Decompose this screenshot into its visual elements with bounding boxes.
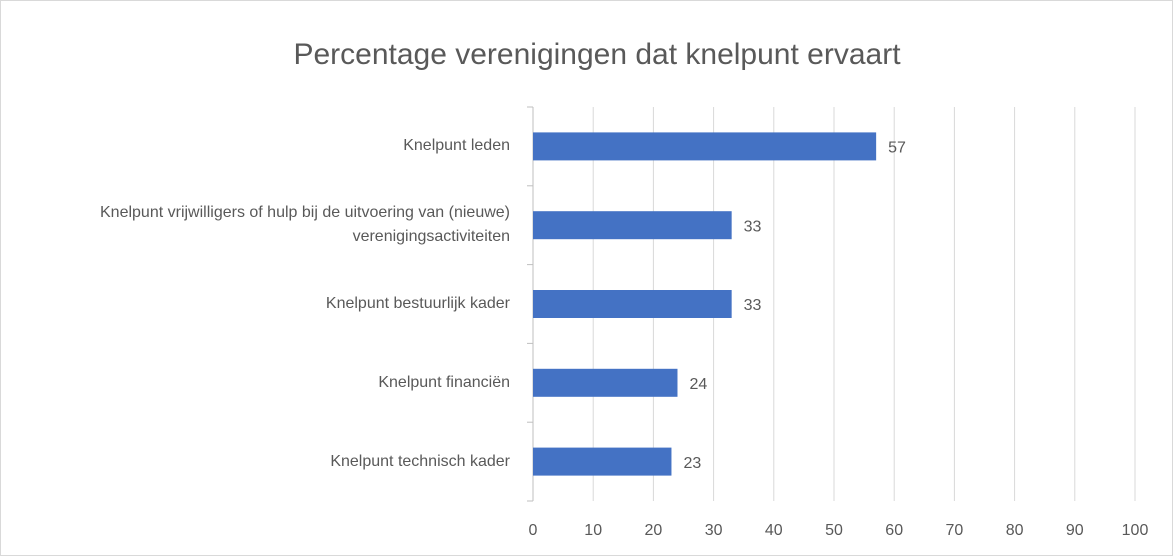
x-tick-label: 70 (946, 522, 964, 539)
data-label: 33 (744, 297, 762, 314)
y-tick-label: Knelpunt bestuurlijk kader (325, 295, 510, 312)
data-label: 24 (689, 376, 707, 393)
y-tick-label: Knelpunt vrijwilligers of hulp bij de ui… (100, 204, 510, 246)
x-tick-label: 30 (705, 522, 723, 539)
x-tick-label: 50 (825, 522, 843, 539)
y-tick-label: Knelpunt financiën (378, 373, 510, 391)
bar (533, 368, 678, 397)
data-label: 33 (744, 218, 762, 235)
bar (533, 290, 732, 318)
x-tick-label: 20 (645, 522, 663, 539)
x-tick-label: 40 (765, 522, 783, 539)
x-tick-label: 100 (1122, 522, 1149, 539)
bar (533, 447, 672, 476)
bar (533, 211, 732, 240)
x-tick-label: 90 (1066, 522, 1084, 539)
data-label: 23 (683, 455, 701, 472)
chart-title: Percentage verenigingen dat knelpunt erv… (293, 38, 901, 71)
y-tick-label: Knelpunt leden (403, 137, 510, 155)
x-tick-label: 80 (1006, 522, 1024, 539)
bar (533, 132, 877, 161)
y-tick-label: Knelpunt technisch kader (330, 452, 510, 470)
data-label: 57 (888, 140, 906, 157)
x-tick-label: 60 (885, 522, 903, 539)
x-tick-label: 0 (529, 522, 538, 539)
x-tick-label: 10 (584, 522, 602, 539)
